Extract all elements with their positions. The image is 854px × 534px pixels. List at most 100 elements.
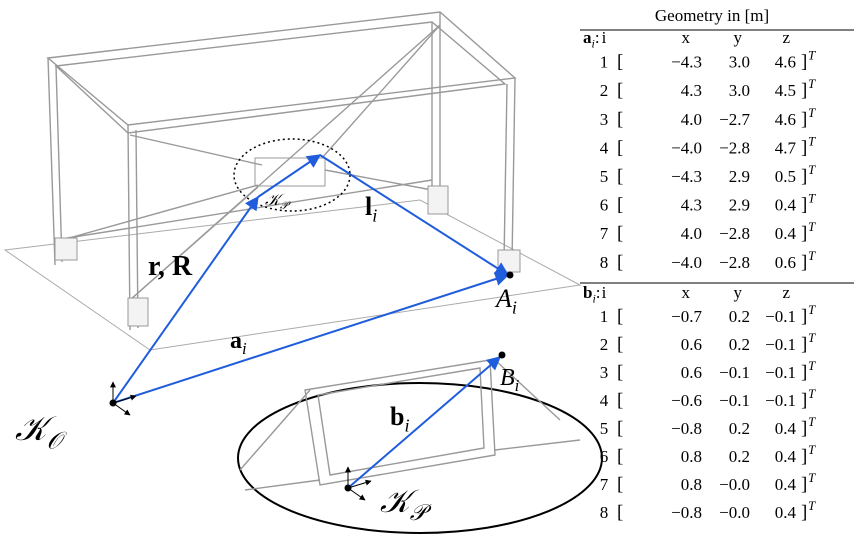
figure: Geometry in [m] r, RliaiAi𝒦𝒫𝒦𝒪biBi𝒦𝒫ai:i… — [0, 0, 854, 534]
cell: 0.4 — [775, 475, 797, 494]
cell: 0.6 — [775, 253, 796, 272]
cell: 4.6 — [775, 110, 796, 129]
label-sub: i — [242, 339, 247, 358]
cell: 0.8 — [681, 475, 702, 494]
bracket: [ — [617, 362, 623, 383]
label-sub: i — [404, 416, 409, 436]
cell: 0.8 — [681, 447, 702, 466]
cell: −0.0 — [719, 503, 750, 522]
cell: −0.1 — [719, 363, 750, 382]
bracket: [ — [617, 390, 623, 411]
cell: 3 — [600, 110, 609, 129]
frame-label: 𝒦𝒪 — [15, 411, 68, 455]
cell: 0.4 — [775, 224, 797, 243]
cell: −0.1 — [765, 335, 796, 354]
bracket: [ — [617, 80, 623, 101]
bracket: ] — [801, 195, 807, 216]
vector-label: li — [365, 192, 377, 226]
bracket: ] — [801, 166, 807, 187]
cell: 0.6 — [681, 335, 702, 354]
cell: 6 — [600, 196, 609, 215]
bracket: ] — [801, 474, 807, 495]
cell: −0.1 — [765, 307, 796, 326]
label-base: b — [390, 402, 404, 431]
bracket: ] — [801, 109, 807, 130]
table-title: Geometry in [m] — [655, 6, 769, 25]
cell: 8 — [600, 253, 609, 272]
robot-frame — [5, 12, 580, 350]
cell: 4.5 — [775, 81, 796, 100]
bracket: ] — [801, 334, 807, 355]
bracket: ] — [801, 223, 807, 244]
column-header: z — [782, 283, 790, 302]
section-label: bi: — [583, 283, 601, 305]
bracket: [ — [617, 195, 623, 216]
cell: 2 — [600, 335, 609, 354]
transpose: T — [808, 330, 816, 345]
point-label: Bi — [500, 365, 520, 395]
label-base: l — [365, 192, 372, 221]
transpose: T — [808, 162, 816, 177]
cell: 0.4 — [775, 196, 797, 215]
bracket: [ — [617, 446, 623, 467]
cell: 3 — [600, 363, 609, 382]
cell: 0.4 — [775, 503, 797, 522]
transpose: T — [808, 470, 816, 485]
bracket: [ — [617, 137, 623, 158]
cell: −0.0 — [719, 475, 750, 494]
cell: 0.4 — [775, 447, 797, 466]
transpose: T — [808, 76, 816, 91]
transpose: T — [808, 498, 816, 513]
transpose: T — [808, 248, 816, 263]
bracket: [ — [617, 109, 623, 130]
transpose: T — [808, 191, 816, 206]
cell: 4 — [600, 391, 609, 410]
bracket: [ — [617, 166, 623, 187]
transpose: T — [808, 48, 816, 63]
cell: −0.1 — [765, 391, 796, 410]
cell: −4.3 — [671, 53, 702, 72]
cell: −0.1 — [719, 391, 750, 410]
label-sub: 𝒪 — [47, 429, 68, 455]
cell: −0.8 — [671, 419, 702, 438]
label-base: B — [500, 365, 515, 391]
transpose: T — [808, 442, 816, 457]
transpose: T — [808, 302, 816, 317]
cell: 4.6 — [775, 53, 796, 72]
cell: 4.3 — [681, 196, 702, 215]
label-sub: 𝒫 — [280, 200, 291, 212]
cell: 7 — [600, 475, 609, 494]
column-header: i — [602, 28, 607, 47]
bracket: [ — [617, 306, 623, 327]
cell: 3.0 — [729, 53, 750, 72]
transpose: T — [808, 414, 816, 429]
cell: 1 — [600, 307, 609, 326]
bracket: [ — [617, 418, 623, 439]
cell: 7 — [600, 224, 609, 243]
transpose: T — [808, 133, 816, 148]
transpose: T — [808, 219, 816, 234]
cell: 0.6 — [681, 363, 702, 382]
cell: −4.0 — [671, 253, 702, 272]
bracket: ] — [801, 306, 807, 327]
cell: 4.7 — [775, 138, 797, 157]
cell: 8 — [600, 503, 609, 522]
label-suffix: : — [596, 283, 601, 302]
cell: 0.2 — [729, 335, 750, 354]
transpose: T — [808, 386, 816, 401]
column-header: y — [734, 283, 743, 302]
column-header: x — [682, 28, 691, 47]
cell: 0.2 — [729, 307, 750, 326]
cell: −0.8 — [671, 503, 702, 522]
cell: −0.6 — [671, 391, 702, 410]
cell: 1 — [600, 53, 609, 72]
cell: 4.0 — [681, 224, 702, 243]
bracket: [ — [617, 334, 623, 355]
bracket: ] — [801, 80, 807, 101]
label-sub: i — [372, 206, 377, 226]
cell: 4 — [600, 138, 609, 157]
section-label: ai: — [583, 28, 600, 50]
column-header: i — [602, 283, 607, 302]
bracket: [ — [617, 252, 623, 273]
bracket: ] — [801, 446, 807, 467]
